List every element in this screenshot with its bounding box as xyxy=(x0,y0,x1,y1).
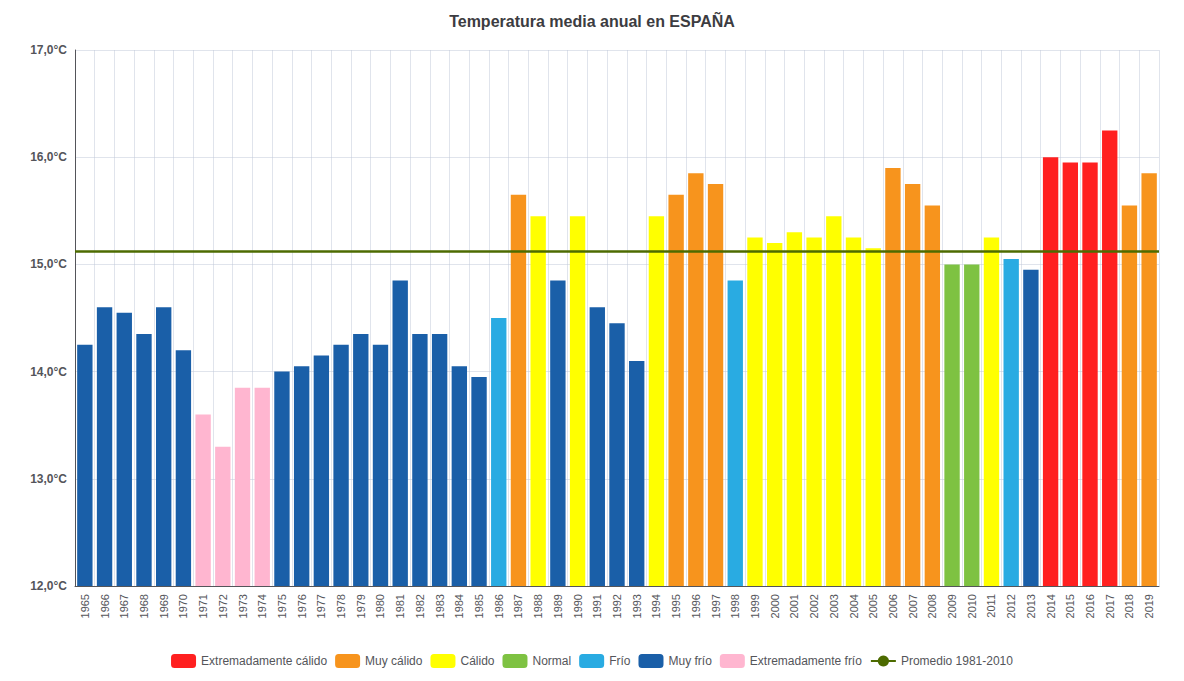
svg-text:2003: 2003 xyxy=(828,594,840,618)
svg-text:2011: 2011 xyxy=(985,594,997,618)
svg-text:14,0°C: 14,0°C xyxy=(30,365,67,379)
svg-text:1971: 1971 xyxy=(197,594,209,618)
svg-text:1989: 1989 xyxy=(552,594,564,618)
svg-text:1986: 1986 xyxy=(493,594,505,618)
svg-text:Promedio 1981-2010: Promedio 1981-2010 xyxy=(901,654,1013,668)
svg-text:1985: 1985 xyxy=(473,594,485,618)
svg-text:1981: 1981 xyxy=(394,594,406,618)
svg-text:2016: 2016 xyxy=(1084,594,1096,618)
svg-text:2012: 2012 xyxy=(1005,594,1017,618)
svg-text:2014: 2014 xyxy=(1045,594,1057,618)
svg-text:1965: 1965 xyxy=(79,594,91,618)
svg-text:13,0°C: 13,0°C xyxy=(30,472,67,486)
svg-text:Muy cálido: Muy cálido xyxy=(365,654,423,668)
svg-text:1969: 1969 xyxy=(158,594,170,618)
svg-text:Extremadamente frío: Extremadamente frío xyxy=(750,654,862,668)
svg-text:1975: 1975 xyxy=(276,594,288,618)
svg-text:Normal: Normal xyxy=(532,654,571,668)
svg-text:1996: 1996 xyxy=(690,594,702,618)
svg-text:1972: 1972 xyxy=(217,594,229,618)
svg-text:1979: 1979 xyxy=(355,594,367,618)
svg-text:1991: 1991 xyxy=(591,594,603,618)
svg-text:1968: 1968 xyxy=(138,594,150,618)
svg-text:15,0°C: 15,0°C xyxy=(30,257,67,271)
svg-text:1980: 1980 xyxy=(374,594,386,618)
svg-text:1967: 1967 xyxy=(118,594,130,618)
svg-text:1987: 1987 xyxy=(512,594,524,618)
svg-text:1983: 1983 xyxy=(434,594,446,618)
svg-text:12,0°C: 12,0°C xyxy=(30,579,67,593)
svg-text:1992: 1992 xyxy=(611,594,623,618)
svg-text:1993: 1993 xyxy=(631,594,643,618)
svg-text:1990: 1990 xyxy=(572,594,584,618)
svg-text:1982: 1982 xyxy=(414,594,426,618)
svg-text:Frío: Frío xyxy=(609,654,631,668)
svg-text:2017: 2017 xyxy=(1104,594,1116,618)
svg-text:2002: 2002 xyxy=(808,594,820,618)
svg-text:2010: 2010 xyxy=(966,594,978,618)
svg-text:2009: 2009 xyxy=(946,594,958,618)
svg-text:1994: 1994 xyxy=(650,594,662,618)
svg-text:Cálido: Cálido xyxy=(460,654,494,668)
svg-text:Extremadamente cálido: Extremadamente cálido xyxy=(201,654,327,668)
svg-text:2001: 2001 xyxy=(788,594,800,618)
svg-text:1970: 1970 xyxy=(177,594,189,618)
svg-text:1997: 1997 xyxy=(710,594,722,618)
svg-text:1988: 1988 xyxy=(532,594,544,618)
svg-text:2019: 2019 xyxy=(1143,594,1155,618)
svg-text:2018: 2018 xyxy=(1123,594,1135,618)
svg-text:2006: 2006 xyxy=(887,594,899,618)
svg-text:1984: 1984 xyxy=(453,594,465,618)
svg-text:1966: 1966 xyxy=(99,594,111,618)
svg-text:2000: 2000 xyxy=(769,594,781,618)
svg-text:1974: 1974 xyxy=(256,594,268,618)
svg-text:1995: 1995 xyxy=(670,594,682,618)
svg-text:2008: 2008 xyxy=(926,594,938,618)
svg-text:2013: 2013 xyxy=(1025,594,1037,618)
svg-text:2007: 2007 xyxy=(907,594,919,618)
svg-text:Temperatura media anual en ESP: Temperatura media anual en ESPAÑA xyxy=(449,11,735,30)
svg-text:2004: 2004 xyxy=(848,594,860,618)
svg-text:1973: 1973 xyxy=(237,594,249,618)
svg-text:1998: 1998 xyxy=(729,594,741,618)
svg-text:Muy frío: Muy frío xyxy=(668,654,712,668)
svg-text:2015: 2015 xyxy=(1064,594,1076,618)
svg-text:17,0°C: 17,0°C xyxy=(30,43,67,57)
svg-text:1978: 1978 xyxy=(335,594,347,618)
svg-text:1999: 1999 xyxy=(749,594,761,618)
svg-text:1977: 1977 xyxy=(315,594,327,618)
svg-text:1976: 1976 xyxy=(296,594,308,618)
svg-text:16,0°C: 16,0°C xyxy=(30,150,67,164)
svg-text:2005: 2005 xyxy=(867,594,879,618)
